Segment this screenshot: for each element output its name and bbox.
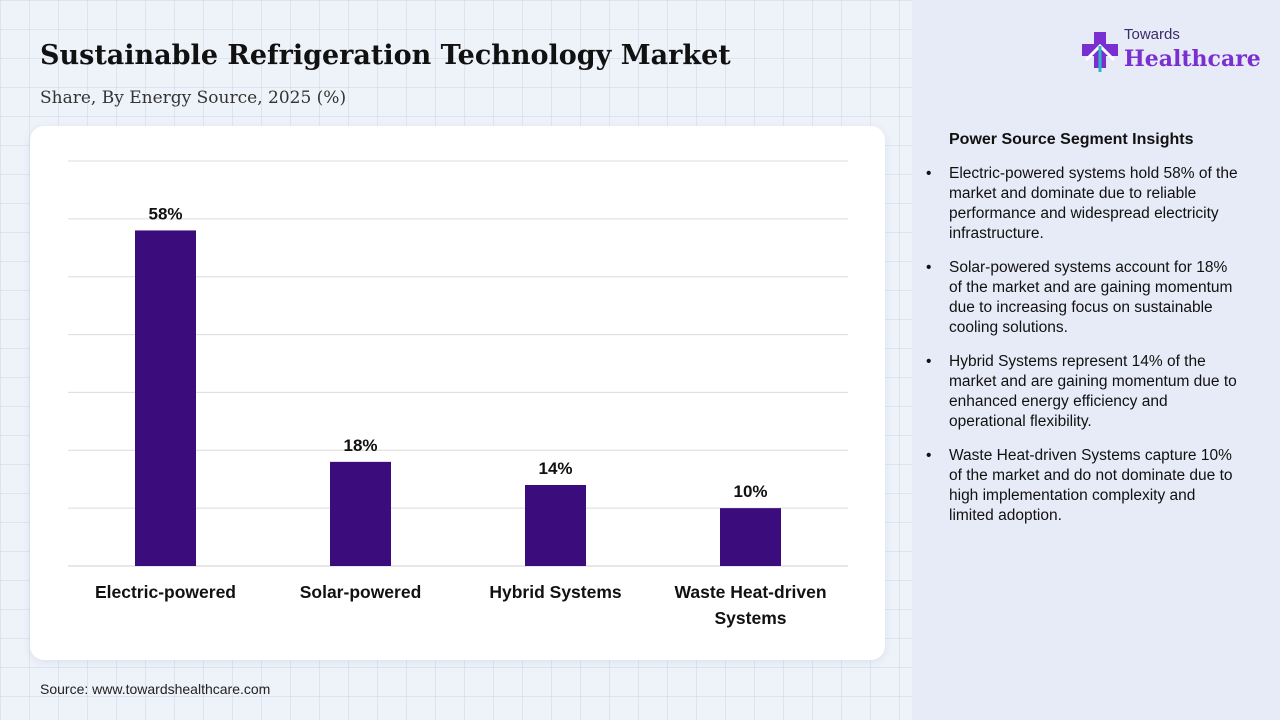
header-title: Sustainable Refrigeration Technology Mar… bbox=[40, 40, 731, 71]
x-tick-label: Hybrid Systems bbox=[489, 582, 622, 602]
bullet-glyph: • bbox=[926, 447, 932, 464]
insight-item: • Solar-powered systems account for 18% o… bbox=[924, 258, 1244, 338]
logo-big-text: Healthcare bbox=[1124, 46, 1261, 72]
bar-chart: 58% Electric-powered 18% Solar-powered 14% Hy… bbox=[68, 160, 848, 628]
x-tick-label: Electric-powered bbox=[95, 582, 236, 602]
data-label: 10% bbox=[733, 482, 767, 501]
insights-list: • Electric-powered systems hold 58% of th… bbox=[924, 164, 1244, 540]
bullet-glyph: • bbox=[926, 259, 932, 276]
data-label: 58% bbox=[148, 204, 182, 223]
bar bbox=[720, 508, 781, 566]
source-note: Source: www.towardshealthcare.com bbox=[40, 681, 271, 697]
logo-small-text: Towards bbox=[1124, 26, 1180, 43]
medical-cross-icon bbox=[1082, 32, 1118, 72]
bar bbox=[525, 485, 586, 566]
insight-text: Electric-powered systems hold 58% of the… bbox=[949, 165, 1238, 242]
insights-title: Power Source Segment Insights bbox=[949, 131, 1194, 148]
bar bbox=[330, 461, 391, 566]
bullet-glyph: • bbox=[926, 165, 932, 182]
insight-item: • Waste Heat-driven Systems capture 10% o… bbox=[924, 446, 1244, 526]
insights-panel bbox=[912, 0, 1280, 720]
insight-item: • Hybrid Systems represent 14% of the mar… bbox=[924, 352, 1244, 432]
data-label: 18% bbox=[343, 436, 377, 455]
insight-text: Waste Heat-driven Systems capture 10% of… bbox=[949, 447, 1233, 524]
header-subtitle: Share, By Energy Source, 2025 (%) bbox=[40, 88, 347, 108]
data-label: 14% bbox=[538, 459, 572, 478]
bullet-glyph: • bbox=[926, 353, 932, 370]
insight-text: Hybrid Systems represent 14% of the mark… bbox=[949, 353, 1237, 430]
insight-item: • Electric-powered systems hold 58% of th… bbox=[924, 164, 1244, 244]
bar bbox=[135, 230, 196, 566]
x-tick-label: Solar-powered bbox=[300, 582, 422, 602]
insight-text: Solar-powered systems account for 18% of… bbox=[949, 259, 1233, 336]
brand-logo: Towards Healthcare bbox=[1080, 26, 1261, 82]
x-tick-label: Waste Heat-driven Systems bbox=[674, 582, 826, 628]
chart-card: 58% Electric-powered 18% Solar-powered 14% Hy… bbox=[30, 126, 885, 660]
